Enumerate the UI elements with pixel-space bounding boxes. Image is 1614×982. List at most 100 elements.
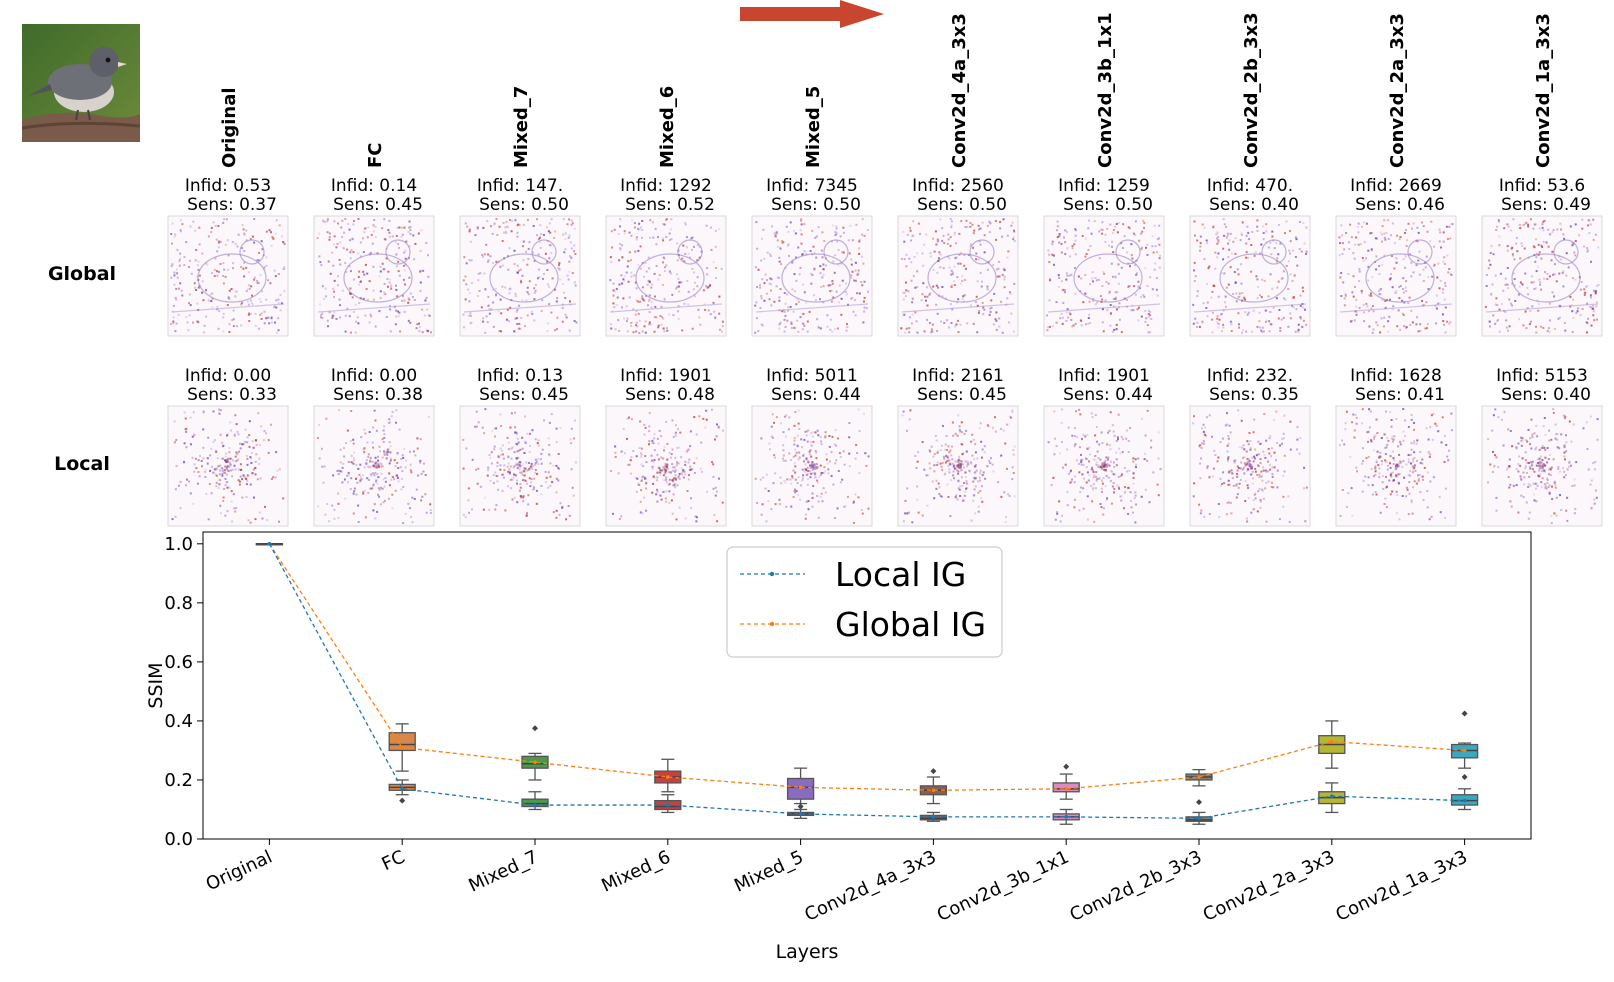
infid-label: Infid: 7345: [766, 176, 858, 196]
global-ig-trend-point: [1462, 748, 1467, 753]
legend-marker: [769, 621, 775, 627]
local-ig-trend-point: [400, 787, 405, 791]
attribution-noise: [171, 408, 285, 524]
column-header-3: Mixed_6: [657, 86, 678, 168]
sens-label: Sens: 0.50: [479, 195, 569, 215]
attribution-map: [1189, 215, 1311, 337]
column-header-5: Conv2d_4a_3x3: [949, 13, 970, 168]
global-ig-trend-line: [268, 543, 1465, 791]
branch-silhouette: [1339, 303, 1453, 313]
x-tick-label: Mixed_6: [598, 846, 674, 896]
bird-silhouette: [927, 253, 997, 303]
global-ig-outlier: [1063, 763, 1070, 770]
bird-head-silhouette: [239, 239, 265, 265]
bird-head-silhouette: [677, 239, 703, 265]
sens-label: Sens: 0.40: [1209, 195, 1299, 215]
infid-label: Infid: 0.13: [477, 366, 563, 386]
attribution-map: [751, 215, 873, 337]
legend-label: Global IG: [835, 605, 986, 644]
x-tick-label: Conv2d_4a_3x3: [801, 846, 939, 925]
attribution-map: [605, 215, 727, 337]
attribution-map: [459, 215, 581, 337]
bird-silhouette: [1073, 253, 1143, 303]
branch-silhouette: [755, 303, 869, 313]
bird-silhouette: [635, 253, 705, 303]
sens-label: Sens: 0.45: [333, 195, 423, 215]
global-ig-outlier: [797, 803, 804, 810]
bird-head-silhouette: [1407, 239, 1433, 265]
plot-frame: [202, 531, 1532, 840]
global-ig-trend-point: [1197, 775, 1201, 779]
sens-label: Sens: 0.41: [1355, 385, 1445, 405]
bird-head-silhouette: [1115, 239, 1141, 265]
legend-box: [726, 546, 1003, 658]
sens-label: Sens: 0.48: [625, 385, 715, 405]
bird-head-silhouette: [1261, 239, 1287, 265]
sens-label: Sens: 0.40: [1501, 385, 1591, 405]
sens-label: Sens: 0.38: [333, 385, 423, 405]
local-ig-outlier: [399, 797, 406, 804]
sens-label: Sens: 0.45: [917, 385, 1007, 405]
column-header-4: Mixed_5: [803, 86, 824, 168]
bird-silhouette: [1365, 253, 1435, 303]
infid-label: Infid: 1901: [620, 366, 712, 386]
x-tick-label: Conv2d_1a_3x3: [1333, 846, 1471, 925]
sens-label: Sens: 0.50: [917, 195, 1007, 215]
x-tick-label: Conv2d_2b_3x3: [1067, 846, 1205, 925]
x-tick-label: Original: [203, 846, 276, 895]
branch-silhouette: [901, 303, 1015, 313]
infid-label: Infid: 232.: [1207, 366, 1293, 386]
attribution-noise: [1192, 409, 1308, 523]
y-tick-label: 0.6: [164, 652, 193, 673]
column-header-6: Conv2d_3b_1x1: [1095, 12, 1116, 168]
infid-label: Infid: 0.00: [331, 366, 417, 386]
y-tick-label: 1.0: [164, 534, 193, 555]
bird-head-silhouette: [969, 239, 995, 265]
infid-label: Infid: 0.53: [185, 176, 271, 196]
x-tick-label: FC: [379, 846, 409, 875]
global-ig-trend-point: [798, 785, 803, 790]
infid-label: Infid: 2161: [912, 366, 1004, 386]
column-header-8: Conv2d_2a_3x3: [1387, 13, 1408, 168]
branch-silhouette: [609, 303, 723, 313]
local-ig-trend-point: [1330, 794, 1334, 798]
attribution-noise: [462, 218, 578, 334]
infid-label: Infid: 1901: [1058, 366, 1150, 386]
sens-label: Sens: 0.33: [187, 385, 277, 405]
global-ig-outlier: [930, 768, 937, 775]
x-tick-label: Conv2d_3b_1x1: [934, 846, 1072, 925]
direction-arrow: [740, 0, 884, 28]
x-tick-label: Mixed_5: [731, 846, 807, 896]
legend-label: Local IG: [835, 555, 966, 594]
bird-silhouette: [1219, 253, 1289, 303]
local-ig-trend-point: [533, 803, 537, 807]
global-ig-trend-point: [400, 745, 405, 750]
attribution-map: [167, 215, 289, 337]
branch-silhouette: [463, 303, 577, 313]
row-label-global: Global: [48, 263, 116, 285]
y-tick-label: 0.4: [164, 711, 193, 732]
column-header-7: Conv2d_2b_3x3: [1241, 12, 1262, 168]
infid-label: Infid: 1292: [620, 176, 712, 196]
attribution-noise: [1192, 218, 1308, 334]
infid-label: Infid: 470.: [1207, 176, 1293, 196]
global-ig-outlier: [532, 725, 538, 732]
sens-label: Sens: 0.46: [1355, 195, 1445, 215]
global-ig-trend-point: [1064, 787, 1068, 791]
x-tick-label: Mixed_7: [466, 846, 542, 896]
attribution-noise: [900, 218, 1016, 334]
infid-label: Infid: 1259: [1058, 176, 1150, 196]
y-tick-label: 0.8: [164, 593, 193, 614]
column-header-0: Original: [219, 87, 240, 168]
sens-label: Sens: 0.50: [1063, 195, 1153, 215]
infid-label: Infid: 2669: [1350, 176, 1442, 196]
attribution-noise: [1046, 219, 1162, 334]
attribution-noise: [316, 218, 432, 334]
local-ig-trend-line: [268, 543, 1465, 819]
bird-silhouette: [489, 253, 559, 303]
attribution-map: [1043, 215, 1165, 337]
local-ig-trend-point: [1462, 798, 1467, 803]
sens-label: Sens: 0.35: [1209, 385, 1299, 405]
attribution-noise: [317, 409, 432, 524]
